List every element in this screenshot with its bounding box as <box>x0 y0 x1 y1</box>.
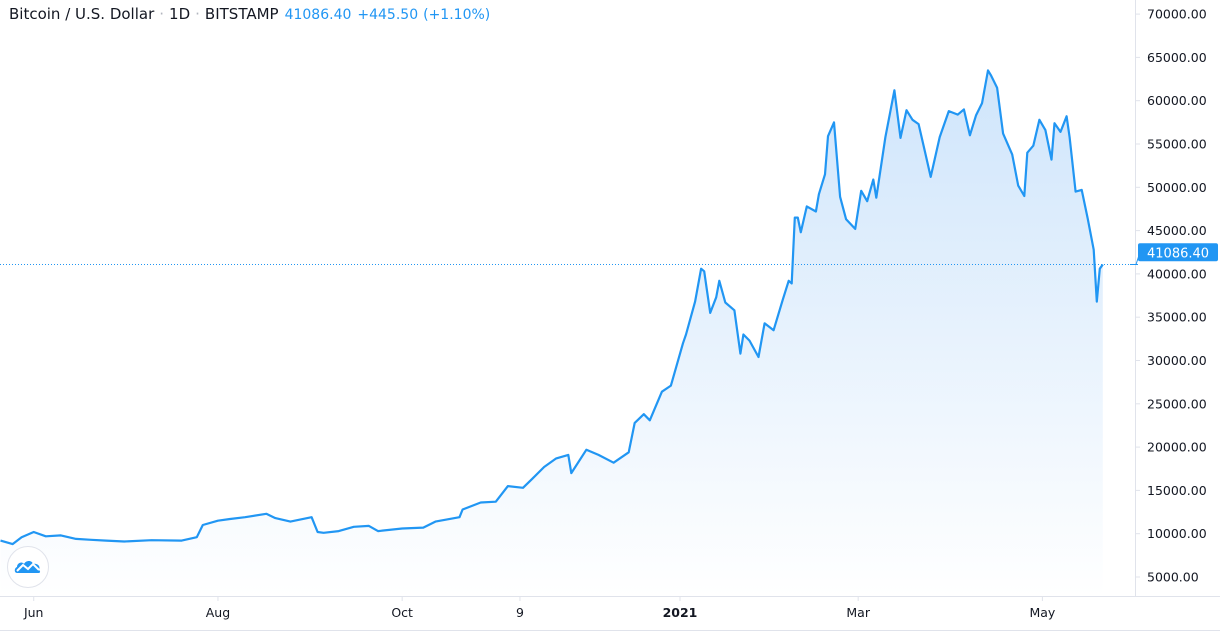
x-tick-label: May <box>1029 605 1055 620</box>
y-tick-label: 25000.00 <box>1147 396 1207 411</box>
interval: 1D <box>169 5 191 23</box>
x-tick-label: Mar <box>846 605 870 620</box>
plot-area <box>0 69 1135 596</box>
y-tick-label: 15000.00 <box>1147 483 1207 498</box>
exchange: BITSTAMP <box>204 5 279 23</box>
tradingview-logo-button[interactable] <box>7 546 49 588</box>
price-change: +445.50 <box>357 7 419 23</box>
x-tick-label: 2021 <box>663 605 698 620</box>
y-tick-label: 35000.00 <box>1147 310 1207 325</box>
y-tick-label: 65000.00 <box>1147 50 1207 65</box>
y-tick-label: 10000.00 <box>1147 526 1207 541</box>
y-tick-label: 5000.00 <box>1147 570 1199 585</box>
y-tick-label: 70000.00 <box>1147 7 1207 22</box>
symbol-legend[interactable]: Bitcoin / U.S. Dollar · 1D · BITSTAMP 41086.4… <box>9 5 490 23</box>
separator: · <box>159 5 165 23</box>
x-tick-label: Aug <box>206 605 230 620</box>
last-price-label: 41086.40 <box>1130 243 1218 265</box>
y-tick-label: 20000.00 <box>1147 440 1207 455</box>
price-change-percent: (+1.10%) <box>423 7 491 23</box>
y-tick-label: 45000.00 <box>1147 223 1207 238</box>
last-price: 41086.40 <box>284 7 352 23</box>
last-price-badge <box>1138 243 1218 262</box>
y-tick-label: 50000.00 <box>1147 180 1207 195</box>
y-tick-label: 60000.00 <box>1147 93 1207 108</box>
time-axis[interactable]: Jun Aug Oct 9 2021 Mar May <box>23 596 1056 620</box>
price-axis[interactable]: 70000.00 65000.00 60000.00 55000.00 50000.00… <box>1135 7 1207 585</box>
y-tick-label: 55000.00 <box>1147 137 1207 152</box>
symbol-name: Bitcoin / U.S. Dollar <box>9 5 155 23</box>
last-price-value: 41086.40 <box>1147 246 1209 261</box>
price-line <box>0 69 1104 546</box>
tradingview-cloud-icon <box>14 561 41 573</box>
separator: · <box>195 5 200 23</box>
x-tick-label: 9 <box>516 605 524 620</box>
x-tick-label: Jun <box>23 605 44 620</box>
area-fill <box>0 70 1103 596</box>
y-tick-label: 40000.00 <box>1147 266 1207 281</box>
x-tick-label: Oct <box>391 605 413 620</box>
y-tick-label: 30000.00 <box>1147 353 1207 368</box>
